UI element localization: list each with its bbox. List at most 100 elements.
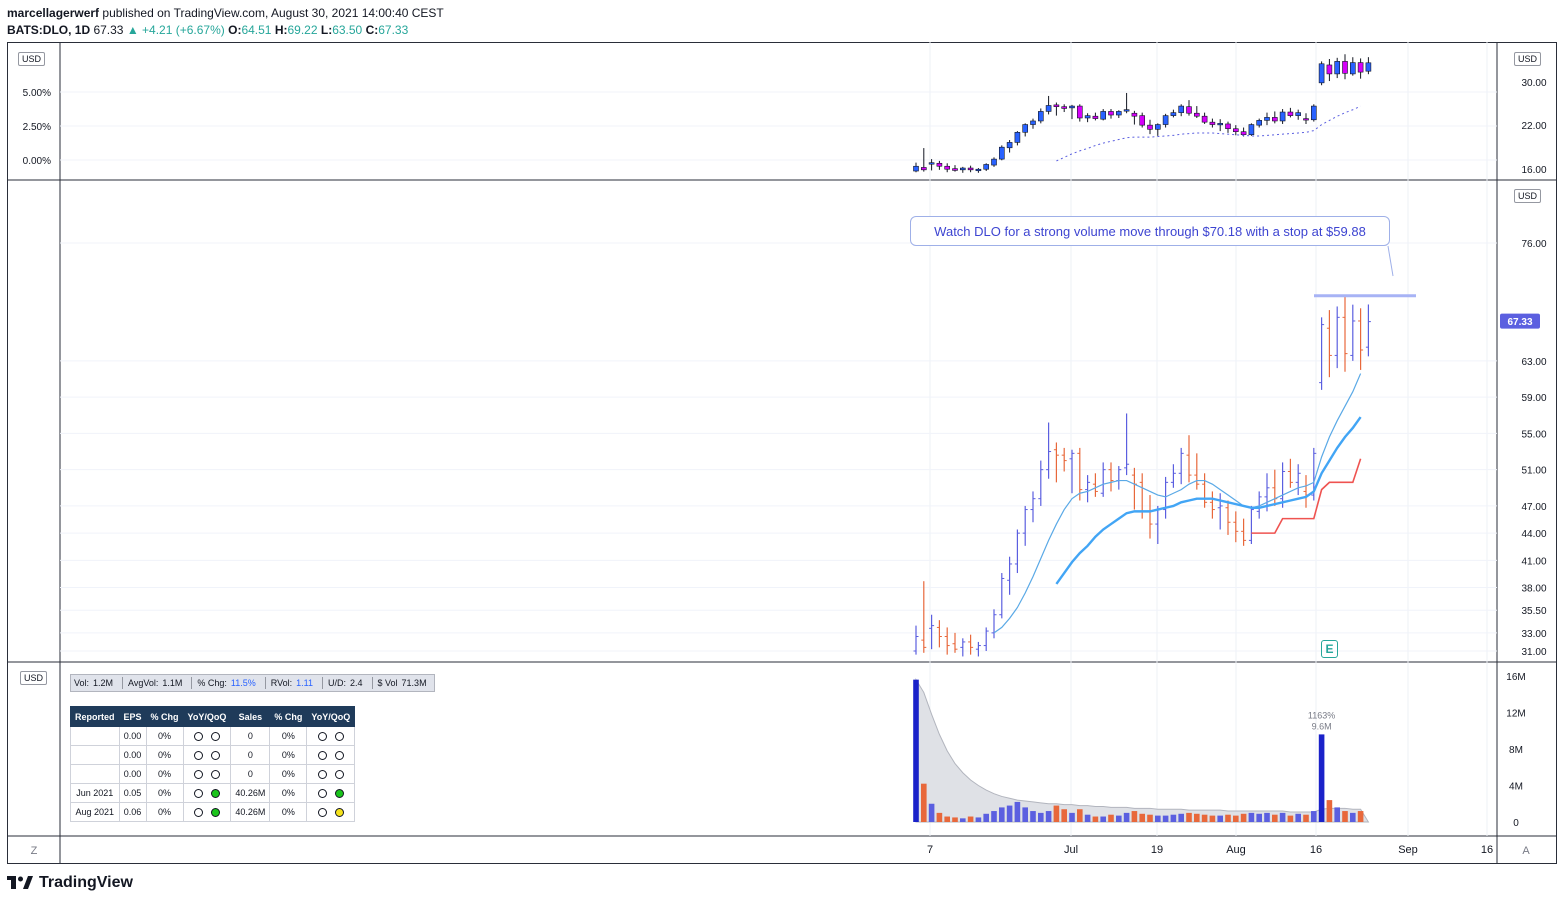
volume-bar	[913, 679, 919, 822]
empty-dot-icon	[193, 732, 203, 742]
x-tick-label: 16	[1481, 844, 1493, 856]
volume-bar	[1131, 811, 1138, 822]
volume-bar	[1155, 815, 1161, 822]
rs-candle-body	[1006, 142, 1013, 149]
published-text: published on TradingView.com, August 30,…	[102, 6, 444, 20]
trade-annotation[interactable]: Watch DLO for a strong volume move throu…	[910, 216, 1390, 246]
volume-bar	[1303, 814, 1309, 822]
author[interactable]: marcellagerwerf	[7, 6, 100, 20]
h-label: H:	[274, 23, 288, 37]
sales-chg-cell: 0%	[269, 745, 308, 765]
volume-tick-label: 12M	[1506, 709, 1525, 720]
vol-value: 1.2M	[93, 678, 114, 688]
rs-candle-body	[1038, 111, 1044, 122]
zoom-toggle-icon: Z	[31, 845, 38, 857]
vol-label: Vol:	[74, 678, 90, 688]
empty-dot-icon	[193, 789, 203, 799]
rs-right-tick-label: 30.00	[1521, 78, 1546, 89]
volume-bar	[1201, 814, 1208, 822]
eps-chg-cell: 0%	[145, 783, 184, 803]
rs-candle-body	[928, 162, 935, 165]
price-tick-label: 55.00	[1521, 429, 1546, 440]
volume-bar	[1256, 813, 1262, 822]
rs-candle-body	[1256, 120, 1262, 126]
rs-candle-body	[936, 162, 943, 167]
th-eps-yoy: YoY/QoQ	[182, 706, 232, 727]
volume-bar	[1147, 814, 1153, 822]
eps-cell: 0.00	[118, 764, 147, 784]
rs-candle-body	[1108, 111, 1114, 116]
rs-candle-body	[1217, 123, 1223, 126]
sales-cell: 40.26M	[230, 783, 271, 803]
rs-candle-body	[1014, 131, 1021, 143]
volume-bar	[1092, 816, 1099, 822]
volume-tick-label: 4M	[1509, 782, 1523, 793]
rs-candle-body	[1334, 61, 1340, 75]
rs-left-tick-label: 5.00%	[23, 88, 51, 99]
x-tick-label: 7	[927, 844, 933, 856]
volume-bar	[1225, 814, 1231, 822]
sales-cell: 0	[230, 726, 271, 746]
empty-dot-icon	[317, 808, 327, 818]
earnings-badge[interactable]: E	[1321, 640, 1338, 658]
earnings-row: Aug 2021 0.06 0% 40.26M 0%	[70, 802, 356, 822]
rs-candle-body	[1186, 106, 1192, 114]
empty-dot-icon	[334, 770, 344, 780]
low-value: 63.50	[332, 23, 363, 37]
svol-value: 71.3M	[401, 678, 427, 688]
x-tick-label: 16	[1310, 844, 1322, 856]
ud-label: U/D:	[328, 678, 346, 688]
empty-dot-icon	[193, 808, 203, 818]
price-tick-label: 51.00	[1521, 466, 1546, 477]
eps-yoy-cell	[182, 802, 232, 822]
volume-bar	[1006, 805, 1013, 822]
annotation-pointer	[1387, 245, 1394, 277]
rs-candle-body	[1131, 112, 1138, 117]
rs-line	[1056, 105, 1361, 162]
rs-candle-body	[1069, 105, 1075, 109]
volume-bar	[1350, 812, 1356, 822]
volume-bar	[1139, 813, 1145, 822]
empty-dot-icon	[334, 751, 344, 761]
price-tick-label: 76.00	[1521, 239, 1546, 250]
sales-chg-cell: 0%	[269, 764, 308, 784]
volume-bar	[983, 813, 989, 822]
empty-dot-icon	[317, 732, 327, 742]
rs-left-tick-label: 0.00%	[23, 156, 51, 167]
rvol-label: RVol:	[270, 678, 293, 688]
rs-candle-body	[1100, 111, 1106, 120]
volume-bar	[1311, 811, 1317, 822]
yellow-dot-icon	[334, 808, 344, 818]
volume-bar	[952, 817, 958, 822]
rs-candle-body	[1357, 62, 1364, 73]
eps-yoy-cell	[182, 726, 232, 746]
rs-candle-body	[1318, 63, 1325, 84]
volume-bar	[1264, 812, 1270, 822]
rs-currency-right[interactable]: USD	[1514, 52, 1542, 66]
volume-tick-label: 0	[1513, 818, 1519, 829]
volume-bar	[991, 811, 997, 822]
th-sales-chg: % Chg	[269, 706, 308, 727]
rs-candle-body	[1162, 115, 1169, 125]
eps-cell: 0.00	[118, 726, 147, 746]
empty-dot-icon	[210, 751, 220, 761]
volume-bar	[999, 807, 1005, 822]
rs-candle-body	[1061, 106, 1067, 109]
rs-candle-body	[1077, 105, 1083, 119]
price-currency-badge[interactable]: USD	[1514, 189, 1542, 203]
last-price-label: 67.33	[1507, 317, 1532, 328]
rs-candle-body	[983, 164, 990, 170]
volume-bar	[1061, 809, 1067, 822]
rs-candle-body	[991, 158, 997, 166]
price-tick-label: 31.00	[1521, 647, 1546, 658]
rs-currency-badge[interactable]: USD	[18, 52, 46, 66]
tradingview-logo[interactable]: TradingView	[7, 874, 133, 892]
volume-tick-label: 8M	[1509, 745, 1523, 756]
rs-candle-body	[1045, 105, 1052, 112]
price-tick-label: 59.00	[1521, 393, 1546, 404]
volume-currency-badge[interactable]: USD	[20, 671, 48, 685]
reported-cell	[70, 726, 120, 746]
price-tick-label: 63.00	[1521, 357, 1546, 368]
volume-bar	[1123, 812, 1130, 822]
